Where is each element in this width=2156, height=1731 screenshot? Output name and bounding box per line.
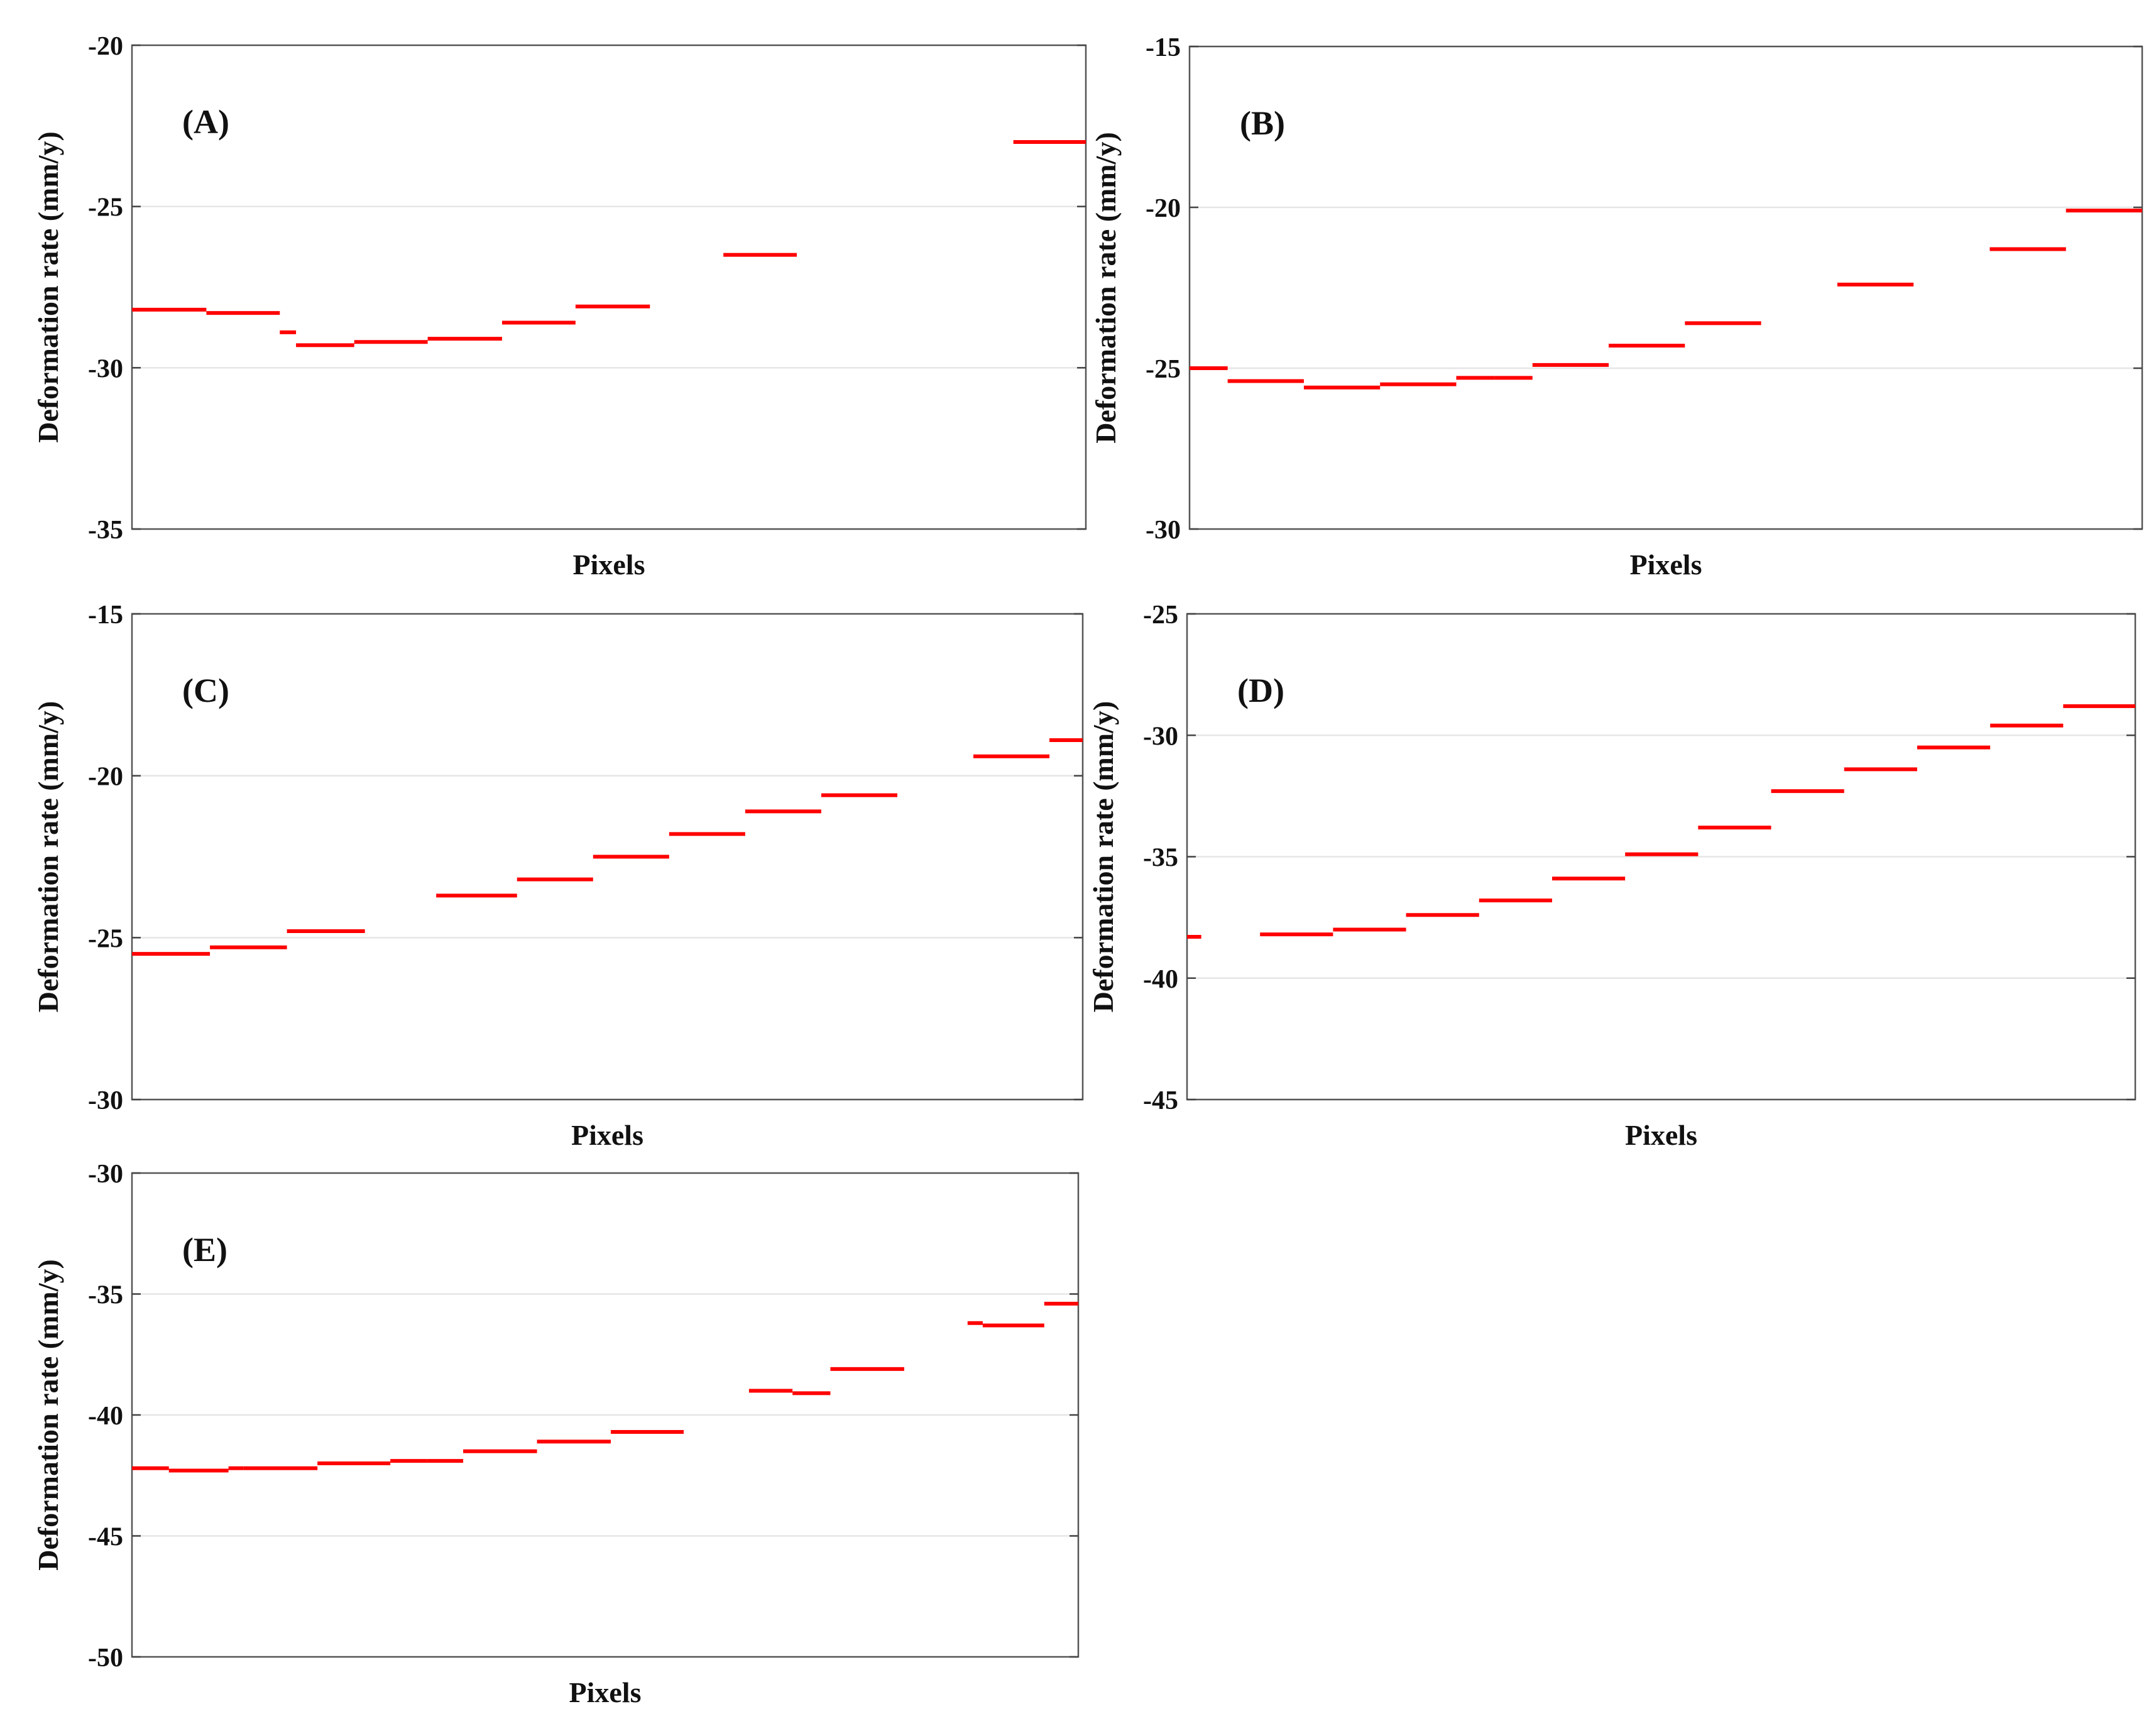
panel-label: (B) [1240, 104, 1285, 142]
panel-label: (C) [182, 672, 229, 709]
y-tick-label: -20 [88, 763, 123, 792]
panel-c: -15 -20 -25 -30 (C) Pixels Deformation rate (m… [32, 601, 1084, 1151]
panel-d: -25 -30 -35 -40 -45 (D) Pixels Deformation rate… [1087, 601, 2137, 1151]
y-axis-title: Deformation rate (mm/y) [1087, 701, 1119, 1013]
y-tick-label: -15 [88, 601, 123, 630]
y-axis-title: Deformation rate (mm/y) [32, 1259, 64, 1571]
x-axis-title: Pixels [1630, 549, 1702, 581]
panel-label: (A) [182, 103, 229, 141]
y-tick-label: -25 [1146, 355, 1181, 384]
y-axis-title: Deformation rate (mm/y) [32, 131, 64, 443]
y-tick-label: -30 [88, 1160, 123, 1189]
panel-b: -15 -20 -25 -30 (B) Pixels Deformation rate (m… [1090, 33, 2143, 581]
y-tick-label: -25 [1143, 601, 1178, 630]
y-tick-label: -20 [1146, 194, 1181, 223]
y-tick-label: -35 [88, 1281, 123, 1310]
panel-e: -30 -35 -40 -45 -50 (E) Pixels Deformation rate… [32, 1160, 1080, 1708]
y-tick-label: -45 [88, 1523, 123, 1552]
x-axis-title: Pixels [573, 549, 645, 581]
panel-label: (E) [182, 1231, 227, 1269]
y-tick-label: -30 [88, 354, 123, 383]
y-tick-label: -25 [88, 194, 123, 222]
y-axis-title: Deformation rate (mm/y) [32, 701, 64, 1013]
x-axis-title: Pixels [569, 1676, 642, 1708]
y-tick-label: -40 [1143, 965, 1178, 994]
y-tick-label: -30 [1146, 516, 1181, 545]
axes-frame [131, 613, 1084, 1101]
axes-frame [1188, 45, 2143, 530]
axes-frame [131, 44, 1087, 530]
panel-label: (D) [1237, 672, 1284, 709]
x-axis-title: Pixels [571, 1119, 643, 1151]
y-tick-label: -20 [88, 32, 123, 61]
y-tick-label: -50 [88, 1644, 123, 1673]
y-tick-label: -30 [1143, 722, 1178, 751]
y-tick-label: -30 [88, 1086, 123, 1115]
y-tick-label: -15 [1146, 33, 1181, 62]
y-tick-label: -45 [1143, 1086, 1178, 1115]
y-axis-title: Deformation rate (mm/y) [1090, 132, 1122, 444]
x-axis-title: Pixels [1625, 1119, 1697, 1151]
y-tick-label: -35 [1143, 844, 1178, 873]
y-tick-label: -25 [88, 924, 123, 953]
y-tick-label: -40 [88, 1402, 123, 1431]
panel-a: -20 -25 -30 -35 (A) Pixels Deformation rate (m… [32, 32, 1087, 581]
y-tick-label: -35 [88, 516, 123, 545]
